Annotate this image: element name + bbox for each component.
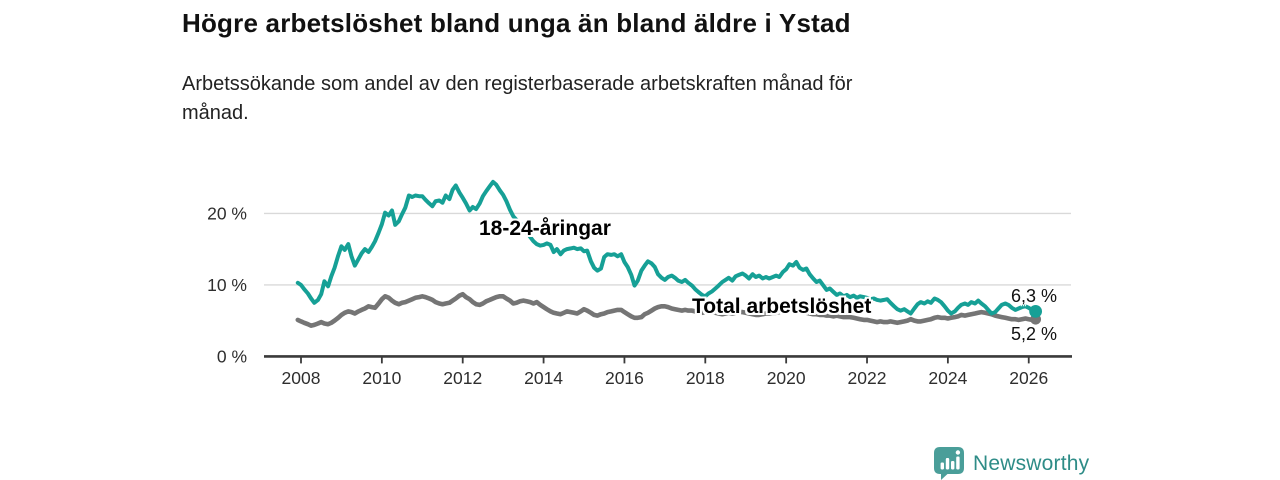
series-line-1-18-24-åringar <box>295 179 1038 316</box>
y-tick-label-0: 0 % <box>217 346 247 366</box>
end-value-label-total: 5,2 % <box>1011 324 1058 344</box>
series-label-total: Total arbetslöshet <box>692 295 872 318</box>
y-tick-label-10: 10 % <box>207 275 247 295</box>
newsworthy-wordmark: Newsworthy <box>973 451 1090 475</box>
series-end-dot-1-18-24-åringar <box>1029 304 1043 318</box>
x-tick-label-2016: 2016 <box>605 368 644 388</box>
x-tick-label-2026: 2026 <box>1009 368 1048 388</box>
x-tick-label-2022: 2022 <box>848 368 887 388</box>
end-value-label-18-24: 6,3 % <box>1011 286 1058 306</box>
series-label-18-24: 18-24-åringar <box>479 217 611 240</box>
x-tick-label-2012: 2012 <box>443 368 482 388</box>
x-tick-label-2014: 2014 <box>524 368 563 388</box>
series-line-0-Total arbetslöshet <box>295 291 1038 328</box>
y-tick-label-20: 20 % <box>207 203 247 223</box>
x-tick-label-2020: 2020 <box>767 368 806 388</box>
x-tick-label-2018: 2018 <box>686 368 725 388</box>
newsworthy-logo[interactable]: Newsworthy <box>933 446 1089 480</box>
x-tick-label-2010: 2010 <box>362 368 401 388</box>
page-title: Högre arbetslöshet bland unga än bland ä… <box>182 8 851 38</box>
newsworthy-speech-bubble-bar-chart-icon <box>933 446 965 480</box>
x-tick-label-2024: 2024 <box>928 368 967 388</box>
x-tick-label-2008: 2008 <box>282 368 321 388</box>
chart-subtitle: Arbetssökande som andel av den registerb… <box>182 73 853 124</box>
